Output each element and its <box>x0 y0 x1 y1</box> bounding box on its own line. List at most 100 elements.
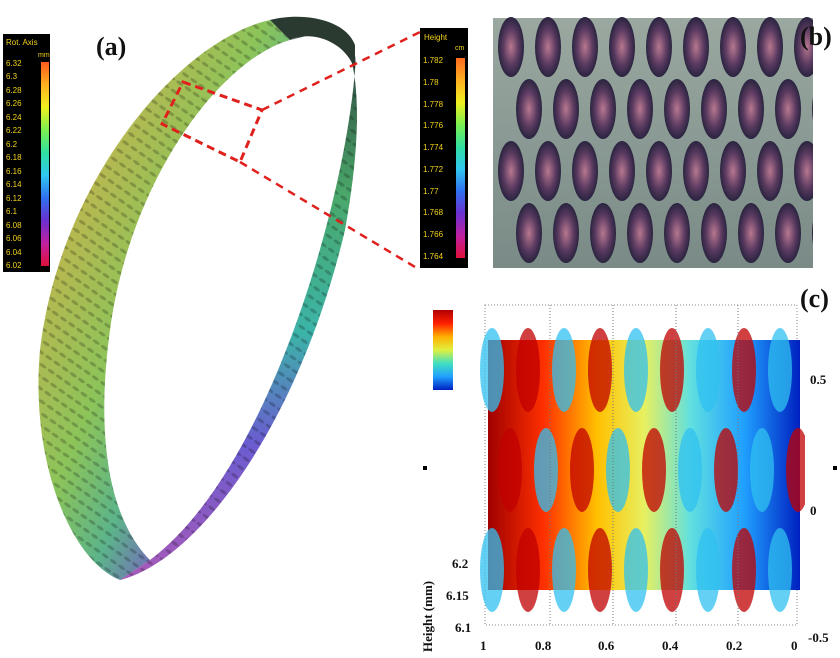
texture-lobe <box>794 141 813 201</box>
texture-lobe <box>516 79 542 139</box>
height-colorbar-unit: cm <box>455 45 465 52</box>
texture-lobe <box>701 203 727 263</box>
texture-lobe <box>757 141 783 201</box>
plot-c-right-tick-3: -0.5 <box>808 630 829 645</box>
rot-axis-colorbar-tick: 6.08 <box>6 220 22 230</box>
surface-lobe <box>588 328 612 412</box>
plot-c-colorbar <box>433 310 453 390</box>
zoom-region-box <box>159 80 265 165</box>
rot-axis-colorbar-tick: 6.1 <box>6 207 18 217</box>
surface-lobe <box>552 528 576 612</box>
surface-lobe <box>624 528 648 612</box>
marker-dot-right <box>833 466 837 470</box>
ring-3d-render <box>38 16 357 580</box>
texture-lobe <box>757 17 783 77</box>
surface-lobe <box>732 528 756 612</box>
texture-lobe <box>812 97 813 121</box>
plot-c-xtick-6: 0 <box>791 638 798 653</box>
texture-lobe <box>775 79 801 139</box>
height-colorbar-tick: 1.778 <box>423 99 444 109</box>
surface-lobe <box>768 528 792 612</box>
rot-axis-colorbar-tick: 6.12 <box>6 193 22 203</box>
surface-lobe <box>660 528 684 612</box>
plot-c-right-tick-2: 0 <box>810 503 817 518</box>
texture-lobe <box>664 79 690 139</box>
plot-c-ytick-2: 6.15 <box>446 588 469 603</box>
surface-lobe <box>678 428 702 512</box>
surface-lobe <box>750 428 774 512</box>
plot-c-ytick-1: 6.2 <box>452 556 469 571</box>
plot-c-xtick-4: 0.4 <box>662 638 679 653</box>
texture-lobe <box>646 17 672 77</box>
texture-lobe <box>720 141 746 201</box>
rot-axis-colorbar-tick: 6.02 <box>6 261 22 270</box>
rot-axis-colorbar-tick: 6.04 <box>6 247 22 257</box>
texture-lobe <box>701 79 727 139</box>
surface-lobe <box>588 528 612 612</box>
plot-c-surface <box>480 304 805 626</box>
panel-c-label: (c) <box>800 284 829 313</box>
texture-lobe <box>590 203 616 263</box>
texture-lobe <box>738 79 764 139</box>
surface-lobe <box>642 428 666 512</box>
rot-axis-colorbar-tick: 6.3 <box>6 72 18 82</box>
texture-lobe <box>775 203 801 263</box>
texture-lobe <box>535 141 561 201</box>
surface-lobe <box>660 328 684 412</box>
plot-c-xtick-2: 0.8 <box>535 638 552 653</box>
rot-axis-colorbar-tick: 6.26 <box>6 99 22 109</box>
height-colorbar-tick: 1.768 <box>423 208 444 218</box>
surface-lobe <box>768 328 792 412</box>
plot-c-y-label: Height (mm) <box>420 580 435 652</box>
surface-lobe <box>534 428 558 512</box>
surface-lobe <box>480 328 504 412</box>
texture-lobe <box>553 79 579 139</box>
texture-lobe <box>553 203 579 263</box>
height-colorbar-tick: 1.77 <box>423 186 439 196</box>
height-colorbar-tick: 1.776 <box>423 121 444 131</box>
surface-lobe <box>606 428 630 512</box>
rot-axis-colorbar-tick: 6.2 <box>6 139 18 149</box>
surface-lobe <box>714 428 738 512</box>
texture-lobe <box>627 203 653 263</box>
rot-axis-colorbar-tick: 6.32 <box>6 59 22 68</box>
surface-lobe <box>570 428 594 512</box>
rot-axis-colorbar: Rot. Axis mm 6.32 6.3 6.28 6.26 6.24 6.22 6.2 6… <box>3 34 50 272</box>
rot-axis-colorbar-tick: 6.14 <box>6 180 22 190</box>
texture-lobe <box>572 141 598 201</box>
texture-lobe <box>794 17 813 77</box>
surface-lobe <box>786 428 805 512</box>
panel-b-label: (b) <box>800 22 832 51</box>
rot-axis-colorbar-tick: 6.22 <box>6 126 22 136</box>
surface-lobe <box>516 528 540 612</box>
texture-lobe <box>646 141 672 201</box>
texture-lobe <box>738 203 764 263</box>
texture-lobe <box>609 141 635 201</box>
surface-lobe <box>624 328 648 412</box>
height-colorbar-tick: 1.782 <box>423 56 444 65</box>
height-colorbar-tick: 1.774 <box>423 143 444 153</box>
texture-lobe <box>572 17 598 77</box>
texture-lobe <box>535 17 561 77</box>
height-colorbar-tick: 1.78 <box>423 77 439 87</box>
rot-axis-colorbar-unit: mm <box>38 52 50 59</box>
plot-c-right-tick-1: 0.5 <box>810 372 827 387</box>
texture-lobe <box>609 17 635 77</box>
texture-lobe <box>627 79 653 139</box>
plot-c-xtick-5: 0.2 <box>726 638 743 653</box>
surface-lobe <box>732 328 756 412</box>
texture-lobe <box>720 17 746 77</box>
rot-axis-colorbar-tick: 6.16 <box>6 166 22 176</box>
marker-dot-left <box>423 466 427 470</box>
surface-lobe <box>516 328 540 412</box>
height-colorbar-tick: 1.764 <box>423 252 444 261</box>
panel-a-label: (a) <box>96 32 127 61</box>
surface-lobe <box>498 428 522 512</box>
height-colorbar-title: Height <box>424 33 448 42</box>
surface-lobe <box>696 328 720 412</box>
rot-axis-colorbar-tick: 6.18 <box>6 153 22 163</box>
plot-c-xtick-1: 1 <box>480 638 487 653</box>
surface-lobe <box>552 328 576 412</box>
height-colorbar: Height cm 1.782 1.78 1.778 1.776 1.774 1.772 1… <box>420 28 468 268</box>
